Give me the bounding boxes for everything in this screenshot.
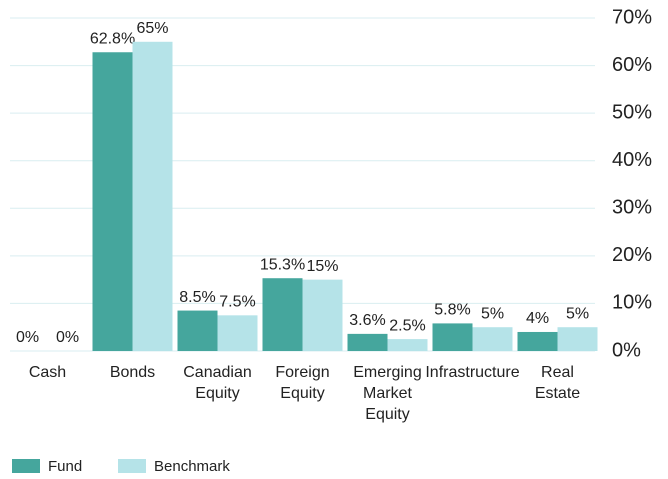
legend-swatch (118, 459, 146, 473)
x-tick-label-line: Estate (535, 385, 580, 402)
x-tick-label-line: Canadian (183, 364, 252, 381)
legend-label: Fund (48, 458, 82, 475)
x-tick-label-line: Foreign (275, 364, 329, 381)
bar (177, 310, 218, 351)
data-label: 4% (526, 310, 549, 327)
data-label: 15% (306, 258, 338, 275)
bar (517, 331, 558, 351)
data-label: 62.8% (90, 30, 135, 47)
x-tick-label-line: Equity (195, 385, 239, 402)
bar (347, 333, 388, 351)
bar (262, 278, 303, 351)
data-label: 7.5% (219, 294, 255, 311)
x-tick-label-line: Bonds (110, 364, 155, 381)
x-tick-label: Foreign Equity (275, 364, 329, 402)
data-label: 3.6% (349, 312, 385, 329)
x-tick-label-line: Market (363, 385, 412, 402)
legend-label: Benchmark (154, 458, 230, 475)
bar (432, 323, 473, 351)
data-label: 5% (566, 305, 589, 322)
y-tick-label: 30% (612, 197, 652, 219)
x-tick-label-line: Equity (365, 406, 409, 423)
bar (132, 41, 173, 352)
data-label: 65% (136, 20, 168, 37)
x-tick-label: Infrastructure (425, 364, 519, 381)
data-label: 0% (16, 329, 39, 346)
y-tick-label: 0% (612, 339, 641, 361)
data-label: 8.5% (179, 289, 215, 306)
x-tick-label-line: Equity (280, 385, 324, 402)
legend-swatch (12, 459, 40, 473)
bar (92, 52, 133, 351)
x-tick-label: Emerging Market Equity (353, 364, 421, 423)
x-tick-label: Real Estate (535, 364, 580, 402)
bar (217, 315, 258, 351)
y-tick-label: 40% (612, 149, 652, 171)
bar (387, 339, 428, 351)
y-tick-label: 20% (612, 244, 652, 266)
data-label: 15.3% (260, 256, 305, 273)
x-tick-label-line: Infrastructure (425, 364, 519, 381)
data-label: 5% (481, 305, 504, 322)
y-tick-label: 10% (612, 292, 652, 314)
x-tick-label-line: Real (541, 364, 574, 381)
bar (302, 279, 343, 351)
y-tick-label: 70% (612, 6, 652, 28)
x-tick-label: Bonds (110, 364, 155, 381)
y-tick-label: 50% (612, 101, 652, 123)
bar (557, 327, 598, 351)
x-tick-label: Cash (29, 364, 66, 381)
data-label: 0% (56, 329, 79, 346)
x-tick-label-line: Emerging (353, 364, 421, 381)
bar (472, 327, 513, 351)
data-label: 5.8% (434, 302, 470, 319)
y-tick-label: 60% (612, 54, 652, 76)
x-tick-label-line: Cash (29, 364, 66, 381)
data-label: 2.5% (389, 317, 425, 334)
x-tick-label: Canadian Equity (183, 364, 252, 402)
